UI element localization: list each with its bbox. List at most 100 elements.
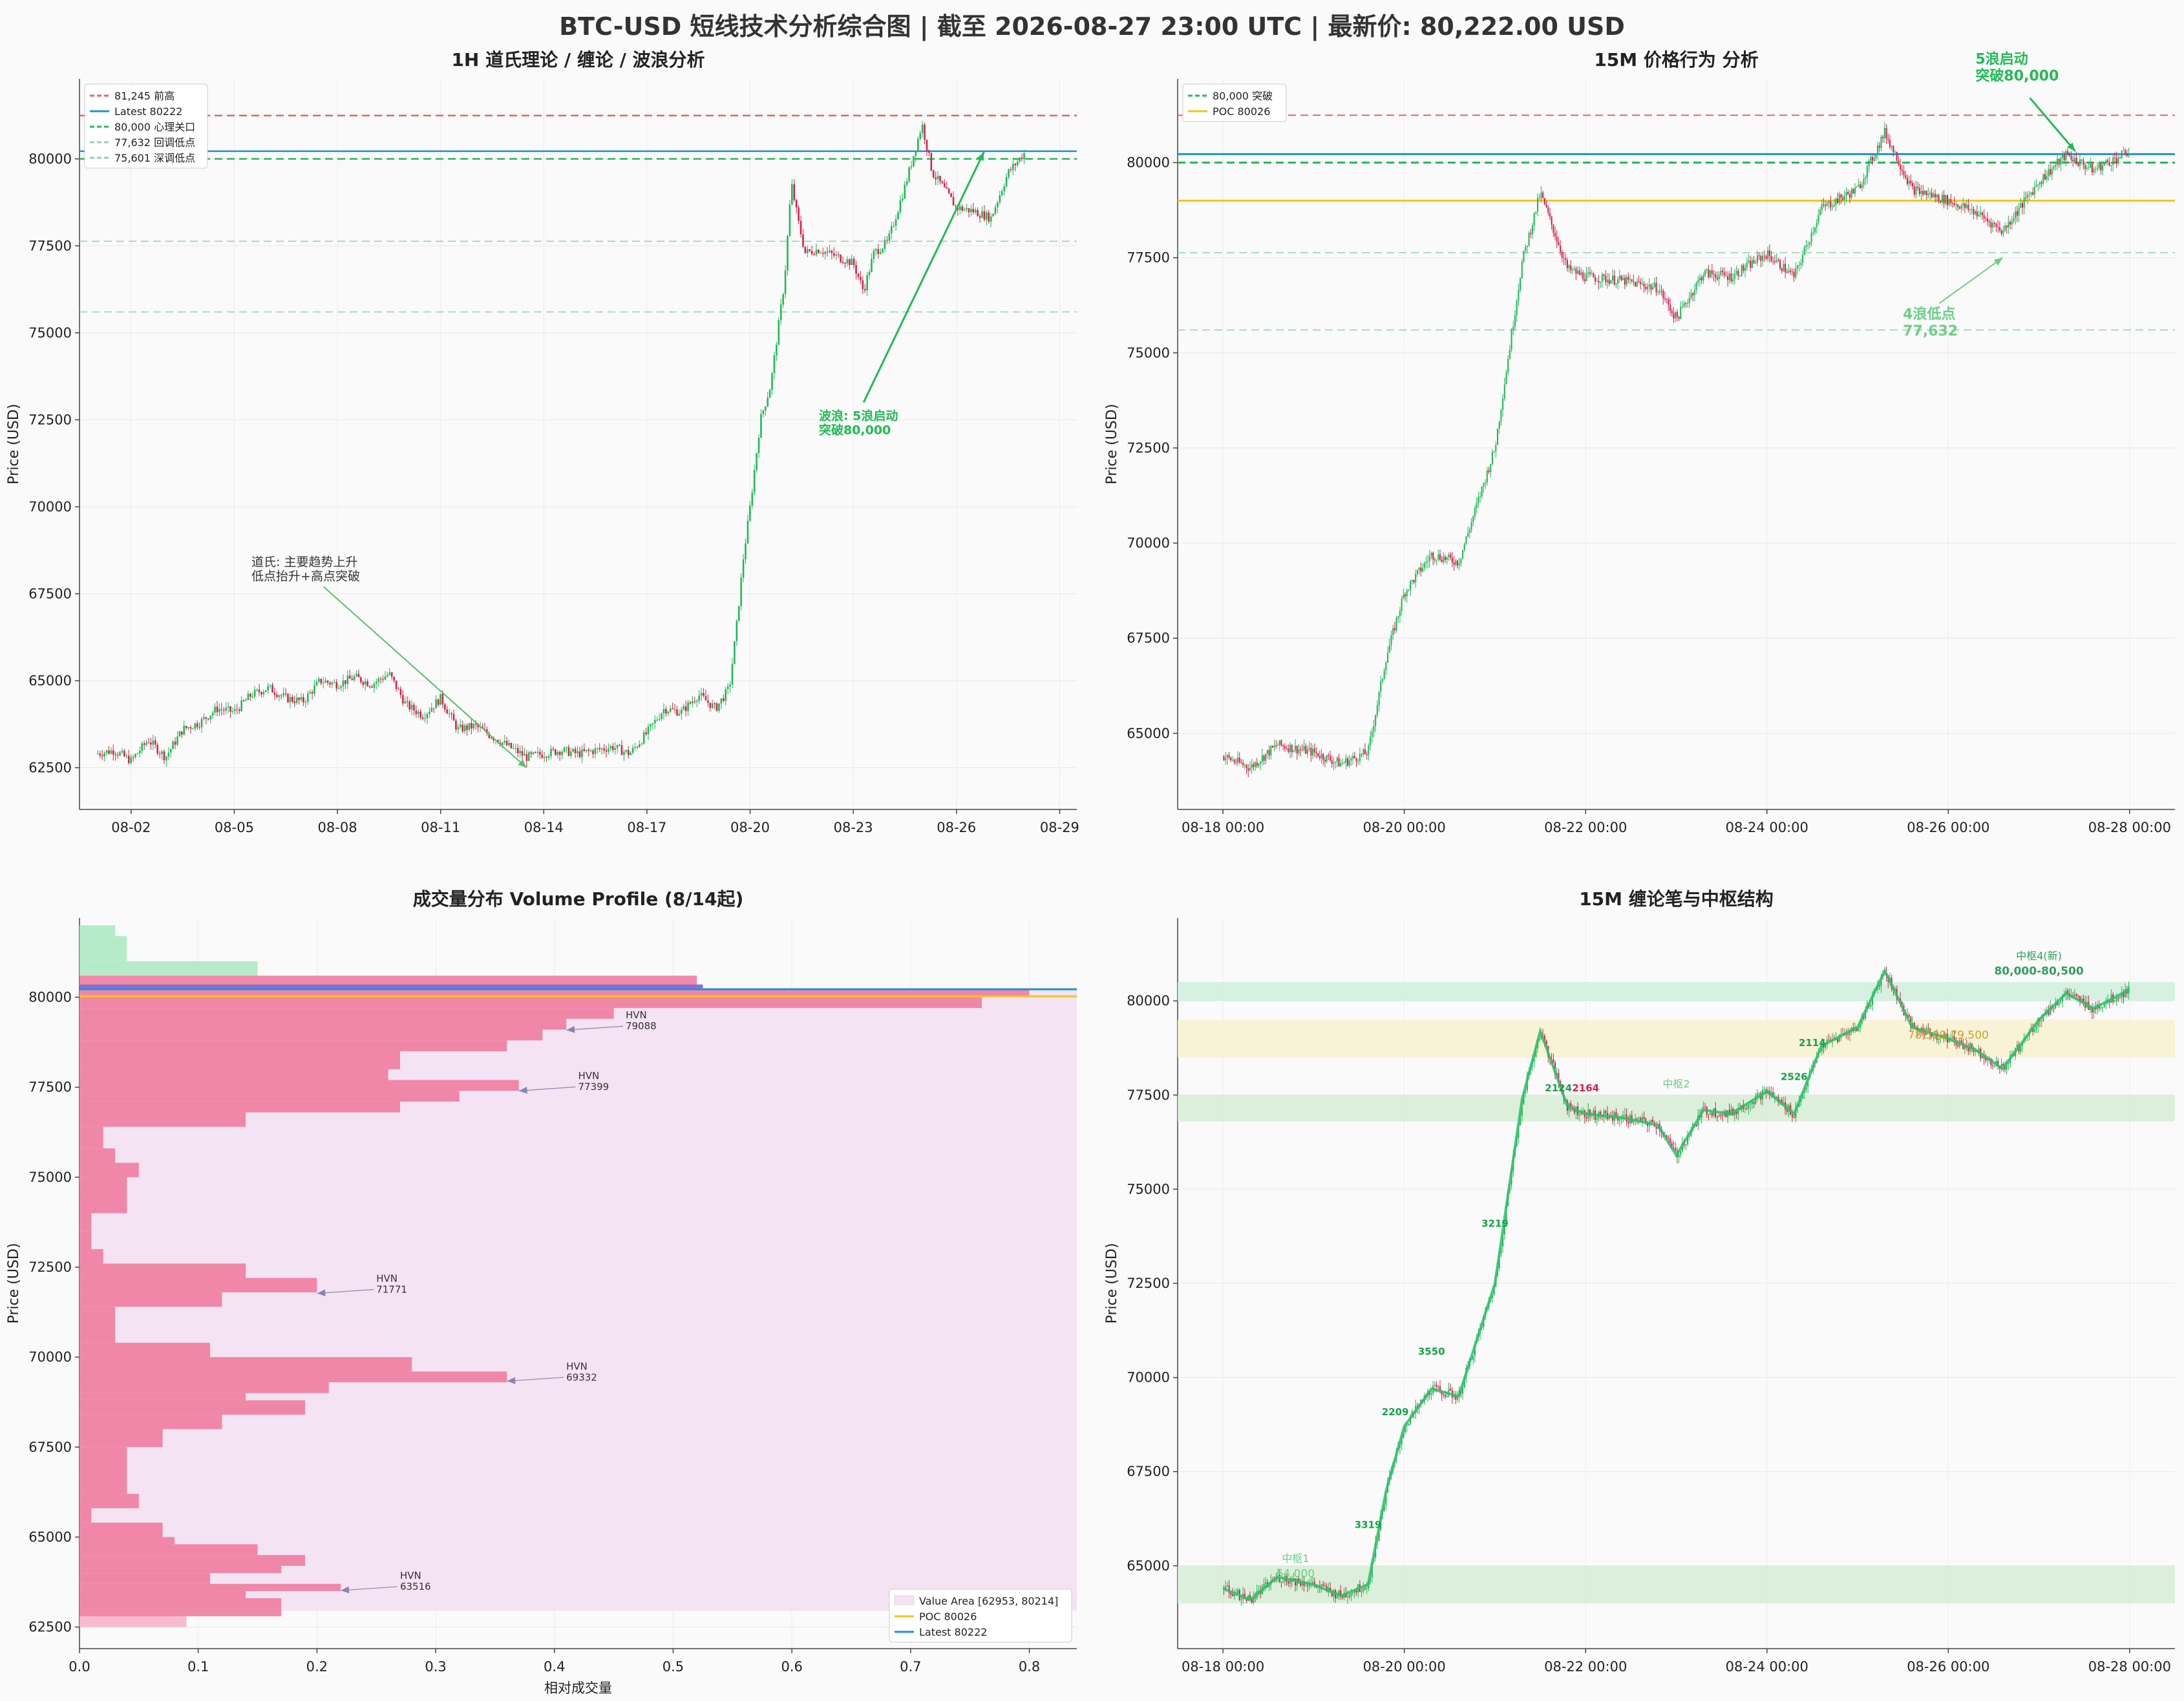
y-tick-label: 70000	[1127, 1370, 1170, 1385]
candlestick	[309, 689, 311, 694]
candlestick	[1980, 206, 1982, 217]
candlestick	[1891, 145, 1892, 151]
candlestick	[1399, 606, 1401, 623]
candlestick	[1793, 268, 1795, 282]
y-tick-label: 72500	[28, 1259, 72, 1275]
candlestick	[756, 453, 758, 473]
candlestick	[1329, 751, 1331, 762]
candlestick	[1348, 1594, 1350, 1599]
volume-bar	[80, 1429, 163, 1448]
volume-bar	[80, 1008, 614, 1019]
candlestick	[1226, 753, 1228, 765]
candlestick	[806, 245, 809, 258]
candlestick	[1788, 264, 1790, 274]
candlestick	[2128, 147, 2130, 158]
volume-bar	[80, 1091, 460, 1102]
candlestick	[1618, 270, 1620, 283]
candlestick	[627, 746, 630, 759]
candlestick	[1830, 195, 1832, 211]
candlestick	[1675, 1142, 1677, 1153]
candlestick	[1260, 760, 1262, 771]
candlestick	[2025, 191, 2027, 202]
candlestick	[737, 606, 740, 622]
candlestick	[1326, 754, 1328, 764]
y-tick-label: 67500	[1127, 630, 1170, 646]
candlestick	[1704, 269, 1706, 278]
candlestick	[884, 236, 886, 253]
candlestick	[930, 152, 933, 172]
candlestick	[1324, 1582, 1326, 1587]
candlestick	[711, 699, 714, 709]
candlestick	[1863, 173, 1865, 189]
candlestick	[1395, 615, 1397, 633]
candlestick	[837, 251, 840, 259]
y-tick-label: 67500	[28, 586, 72, 601]
panel-title: 1H 道氏理论 / 缠论 / 波浪分析	[451, 49, 705, 70]
candlestick	[1348, 754, 1350, 768]
candlestick	[1975, 209, 1977, 216]
candlestick	[108, 746, 110, 755]
candlestick	[1491, 449, 1493, 466]
candlestick	[2011, 215, 2013, 230]
candlestick	[1713, 270, 1715, 282]
candlestick	[393, 676, 395, 683]
candlestick	[1653, 277, 1655, 288]
candlestick	[382, 675, 384, 683]
candlestick	[194, 722, 196, 731]
candlestick	[555, 749, 557, 756]
candlestick	[1685, 301, 1687, 308]
candlestick	[1549, 208, 1551, 220]
candlestick	[1570, 1100, 1572, 1113]
candlestick	[1014, 162, 1017, 172]
candlestick	[1631, 279, 1633, 283]
candlestick	[1966, 200, 1967, 209]
x-tick-label: 08-28 00:00	[2088, 820, 2171, 835]
candlestick	[1418, 567, 1420, 575]
candlestick	[782, 292, 784, 308]
candlestick	[2015, 206, 2017, 225]
candlestick	[1483, 482, 1485, 493]
candlestick	[2027, 191, 2029, 204]
candlestick	[1392, 625, 1394, 641]
candlestick	[1598, 275, 1600, 290]
candlestick	[1306, 745, 1309, 758]
candlestick	[366, 679, 368, 687]
candlestick	[1692, 292, 1694, 302]
volume-bar	[80, 1213, 92, 1232]
candlestick	[1680, 301, 1682, 320]
candlestick	[459, 719, 461, 729]
candlestick	[1441, 556, 1443, 563]
candlestick	[408, 700, 410, 712]
x-tick-label: 08-24 00:00	[1726, 820, 1808, 835]
candlestick	[767, 392, 769, 408]
candlestick	[1967, 198, 1969, 213]
bi-label: 2114	[1799, 1037, 1826, 1049]
candlestick	[1498, 420, 1500, 434]
candlestick	[231, 707, 234, 714]
candlestick	[1950, 193, 1952, 206]
candlestick	[2079, 154, 2081, 171]
panel-15m-price-action: 65000 67500 70000 72500 75000 77500 80000 08-18…	[1104, 49, 2175, 835]
candlestick	[1470, 518, 1472, 533]
candlestick	[130, 754, 132, 765]
candlestick	[570, 747, 572, 759]
candlestick	[897, 210, 899, 220]
candlestick	[1973, 206, 1975, 220]
candlestick	[1790, 267, 1792, 275]
candlestick	[1571, 267, 1574, 275]
annotation-arrow	[323, 586, 527, 769]
candlestick	[521, 745, 524, 760]
candlestick	[1005, 173, 1008, 188]
candlestick	[1657, 289, 1659, 295]
candlestick	[1016, 158, 1019, 168]
candlestick	[1596, 277, 1598, 282]
candlestick	[222, 707, 225, 716]
candlestick	[1448, 552, 1450, 561]
candlestick	[848, 258, 851, 270]
x-tick-label: 0.5	[663, 1659, 684, 1674]
candlestick	[1023, 149, 1025, 164]
candlestick	[2050, 164, 2051, 177]
candlestick	[1983, 209, 1985, 223]
candlestick	[2126, 149, 2128, 158]
y-tick-label: 67500	[28, 1439, 72, 1455]
